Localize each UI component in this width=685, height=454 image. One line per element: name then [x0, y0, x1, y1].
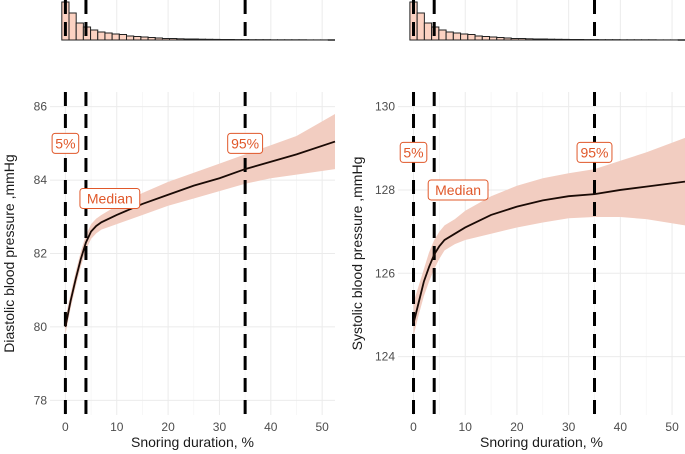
x-tick-label: 30 — [213, 420, 227, 434]
fit-line — [412, 180, 685, 324]
histogram-bar — [219, 39, 228, 41]
histogram-bar — [525, 38, 534, 41]
histogram-bar — [212, 38, 221, 41]
y-tick-label: 130 — [375, 100, 395, 114]
histogram-bar — [474, 35, 483, 41]
reference-label-box — [51, 132, 80, 154]
reference-label: 5% — [403, 144, 423, 160]
reference-label: 95% — [580, 144, 608, 160]
reference-label-box — [227, 132, 264, 154]
histogram-bar — [190, 38, 199, 41]
histogram-bar — [183, 38, 192, 41]
reference-label-box — [79, 187, 141, 209]
reference-label-box — [399, 141, 428, 163]
histogram-bar — [568, 39, 577, 41]
histogram-bar — [423, 22, 433, 41]
y-tick-label: 80 — [34, 320, 48, 334]
histogram-bar — [438, 29, 447, 41]
confidence-band — [413, 137, 685, 336]
y-tick-label: 124 — [375, 350, 395, 364]
fit-line — [64, 140, 336, 328]
y-tick-label: 86 — [34, 100, 48, 114]
histogram-bar — [154, 37, 163, 41]
x-tick-label: 0 — [62, 420, 69, 434]
reference-label: Median — [435, 182, 481, 198]
histogram-bar — [118, 34, 128, 41]
histogram-bar — [539, 38, 548, 41]
panel-1: 0 10 20 30 40 50 78 80 82 84 86 5% Median 95% Snoring … — [1, 0, 336, 450]
histogram-bar — [68, 12, 77, 41]
histogram-bar — [554, 38, 563, 41]
histogram-bar — [176, 38, 185, 41]
histogram-bar — [104, 32, 113, 41]
histogram-bar — [197, 38, 207, 41]
histogram-bar — [97, 31, 106, 41]
x-tick-label: 30 — [562, 420, 576, 434]
x-tick-label: 10 — [459, 420, 473, 434]
x-axis-label: Snoring duration, % — [480, 434, 603, 450]
histogram-bar — [90, 29, 99, 41]
reference-label: 5% — [55, 135, 75, 151]
histogram-bar — [169, 38, 178, 41]
x-tick-label: 40 — [614, 420, 628, 434]
histogram-bar — [510, 38, 519, 41]
histogram-bar — [205, 38, 214, 41]
histogram-bar — [140, 36, 149, 41]
histogram-bar — [489, 36, 498, 41]
histogram-bar — [226, 39, 235, 41]
reference-label-box — [576, 141, 613, 163]
panel-2: 0 10 20 30 40 50 124 126 128 130 5% Median 95% Snorin… — [349, 0, 685, 450]
x-tick-label: 40 — [264, 420, 278, 434]
x-tick-label: 50 — [315, 420, 329, 434]
x-tick-label: 10 — [110, 420, 124, 434]
histogram-bar — [111, 33, 120, 41]
histogram-bar — [481, 36, 491, 41]
histogram-bar — [496, 37, 505, 41]
histogram-bar — [133, 36, 142, 41]
histogram-bar — [517, 38, 527, 41]
histogram-bar — [147, 37, 156, 41]
histogram-bar — [561, 38, 570, 41]
histogram-bar — [75, 22, 84, 41]
histogram-bar — [532, 38, 541, 41]
y-tick-label: 82 — [34, 247, 48, 261]
histogram-bar — [503, 37, 512, 41]
x-tick-label: 0 — [410, 420, 417, 434]
y-tick-label: 78 — [34, 393, 48, 407]
y-axis-label: Diastolic blood pressure ,mmHg — [1, 154, 17, 352]
x-axis-label: Snoring duration, % — [131, 434, 254, 450]
histogram-bar — [546, 38, 556, 41]
histogram-bar — [467, 34, 476, 41]
histogram-bar — [452, 32, 462, 41]
reference-label: Median — [87, 190, 133, 206]
histogram-bar — [126, 35, 135, 41]
x-tick-label: 20 — [161, 420, 175, 434]
histogram-bar — [445, 31, 454, 41]
y-tick-label: 84 — [34, 173, 48, 187]
y-tick-label: 126 — [375, 266, 395, 280]
y-tick-label: 128 — [375, 183, 395, 197]
histogram-bar — [575, 39, 585, 41]
y-axis-label: Systolic blood pressure ,mmHg — [349, 157, 365, 351]
x-tick-label: 20 — [510, 420, 524, 434]
reference-label: 95% — [231, 135, 259, 151]
histogram-bar — [161, 38, 171, 41]
confidence-band — [65, 114, 336, 335]
histogram-bar — [416, 12, 425, 41]
reference-label-box — [427, 179, 489, 201]
x-tick-label: 50 — [665, 420, 679, 434]
histogram-bar — [460, 33, 469, 41]
